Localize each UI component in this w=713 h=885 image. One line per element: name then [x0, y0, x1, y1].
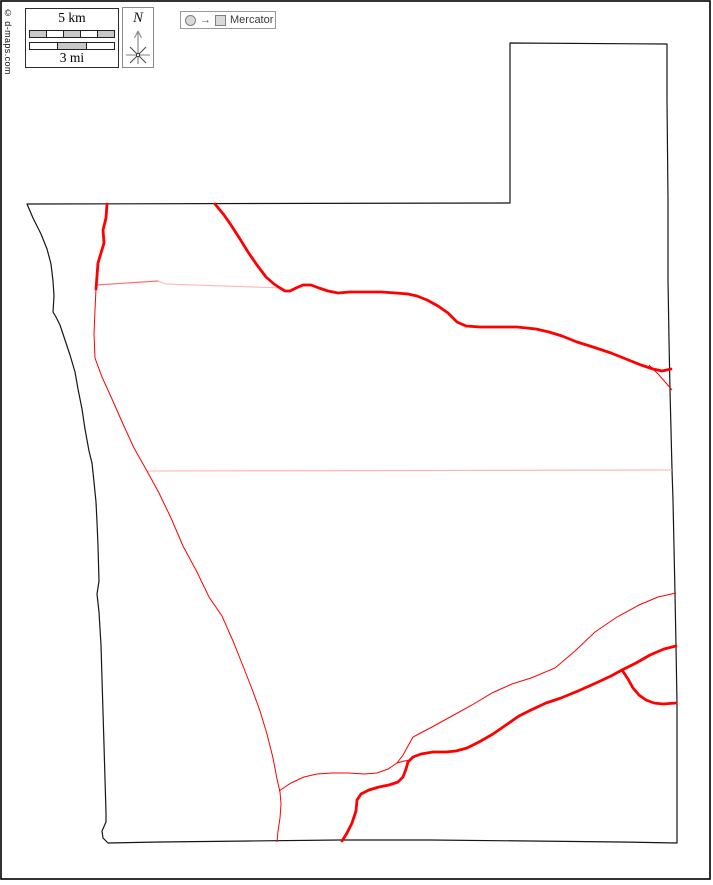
road-diagonal-southeast — [278, 592, 677, 792]
road-major-north-short — [94, 202, 109, 291]
scale-km-label: 5 km — [58, 10, 86, 25]
projection-badge: → Mercator — [180, 11, 276, 29]
road-major-south-highway — [340, 644, 678, 843]
road-horizontal-north-east-part — [157, 280, 284, 289]
road-major-north-highway — [213, 202, 673, 373]
road-horizontal-mid — [146, 469, 673, 472]
north-label: N — [132, 10, 143, 26]
scale-segment — [58, 43, 87, 49]
arrow-right-icon: → — [200, 13, 211, 26]
scale-bar-mi — [29, 42, 115, 50]
scale-segment — [47, 31, 64, 37]
scale-segment — [81, 31, 98, 37]
scale-segment — [30, 31, 47, 37]
square-icon — [215, 14, 226, 26]
scale-segment — [64, 31, 81, 37]
north-box: N — [122, 7, 154, 68]
copyright-text: © d-maps.com — [3, 8, 13, 75]
county-boundary — [26, 42, 678, 844]
scale-segment — [30, 43, 59, 49]
scale-segment — [98, 31, 114, 37]
circle-icon — [185, 14, 196, 26]
scale-bar-km — [29, 30, 115, 38]
road-diagonal-west — [93, 288, 282, 843]
projection-label: Mercator — [230, 13, 274, 26]
scale-bar-box: 5 km 3 mi — [25, 8, 119, 68]
scale-mi-label: 3 mi — [59, 50, 85, 65]
scale-segment — [86, 43, 114, 49]
compass-icon — [126, 30, 150, 64]
road-horizontal-north-west-part — [95, 280, 159, 286]
road-major-south-branch — [620, 668, 678, 706]
